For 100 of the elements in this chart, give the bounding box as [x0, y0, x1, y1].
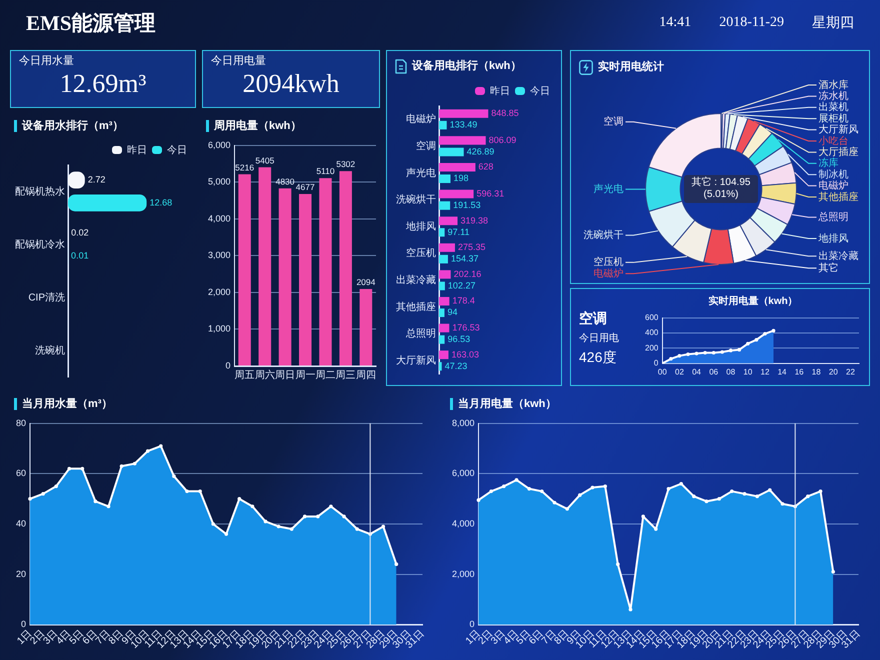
data-label: 198 [453, 173, 469, 184]
x-tick-label: 周二 [315, 370, 336, 381]
legend-label: 昨日 [127, 144, 147, 156]
y-tick-label: 声光电 [406, 166, 436, 179]
chart-title: 当月用水量（m³） [22, 398, 112, 410]
x-tick-label: 06 [709, 367, 719, 376]
slice-label: 声光电 [594, 182, 624, 195]
x-tick-label: 12 [760, 367, 770, 376]
x-tick-label: 周四 [356, 370, 376, 381]
y-tick-label: 400 [644, 328, 659, 338]
data-label: 0.02 [71, 228, 89, 238]
x-tick-label: 02 [674, 367, 684, 376]
data-label: 628 [478, 162, 494, 172]
y-tick-label: 2,000 [452, 568, 475, 579]
y-tick-label: 4,000 [208, 213, 231, 224]
data-label: 47.23 [444, 360, 468, 371]
y-tick-label: 1,000 [208, 324, 231, 334]
legend-label: 昨日 [490, 84, 510, 97]
legend-label: 今日 [167, 144, 187, 156]
data-label: 848.85 [491, 108, 519, 118]
x-tick-label: 00 [658, 367, 668, 376]
slice-label: 其他插座 [818, 190, 858, 203]
chart-title: 当月用电量（kwh） [458, 398, 556, 410]
data-label: 96.53 [448, 334, 470, 344]
chart-title: 实时用电量（kwh） [708, 294, 798, 308]
x-tick-label: 16 [794, 367, 804, 376]
y-tick-label: 20 [16, 568, 26, 579]
y-tick-label: 3,000 [208, 250, 231, 260]
text: 其它 : 104.95 (5.01%) [684, 177, 758, 201]
data-label: 94 [447, 307, 458, 318]
y-tick-label: 洗碗机 [35, 344, 65, 356]
y-tick-label: 600 [644, 313, 659, 322]
data-label: 5216 [235, 162, 254, 172]
chart-title: 设备用水排行（m³） [22, 120, 124, 132]
x-tick-label: 18 [812, 367, 822, 376]
y-tick-label: 200 [644, 343, 659, 352]
chart-title: 周用电量（kwh） [214, 120, 302, 132]
y-tick-label: 0 [654, 358, 659, 368]
slice-label: 出菜冷藏 [818, 250, 858, 262]
x-tick-label: 周六 [254, 368, 275, 381]
x-tick-label: 周一 [295, 370, 316, 381]
data-label: 176.53 [452, 322, 480, 333]
y-tick-label: 4,000 [452, 518, 475, 528]
y-tick-label: 0 [470, 619, 475, 630]
x-tick-label: 10 [743, 367, 753, 376]
chart-title: 设备用电排行（kwh） [412, 60, 522, 72]
slice-label: 冻水机 [818, 90, 848, 102]
data-label: 102.27 [448, 280, 476, 290]
data-label: 4677 [296, 182, 315, 192]
x-tick-label: 20 [828, 367, 838, 376]
y-tick-label: 配锅机热水 [15, 185, 65, 198]
text: 今日用电 [579, 332, 619, 344]
data-label: 163.03 [451, 349, 479, 360]
text: 今日用电量 [211, 54, 266, 68]
data-label: 596.31 [476, 188, 504, 199]
legend-label: 今日 [530, 84, 550, 97]
data-label: 202.16 [454, 268, 482, 279]
slice-label: 大厅插座 [818, 146, 858, 158]
x-tick-label: 周三 [336, 370, 356, 381]
text: 2018-11-29 [719, 15, 784, 31]
text: 426度 [579, 348, 616, 365]
y-tick-label: 地排风 [405, 220, 436, 232]
slice-label: 其它 [818, 262, 838, 274]
y-tick-label: 电磁炉 [406, 113, 436, 126]
y-tick-label: 空调 [416, 140, 436, 152]
slice-label: 洗碗烘干 [584, 228, 624, 241]
x-tick-label: 04 [692, 367, 702, 376]
chart-title: 实时用电统计 [598, 60, 664, 74]
data-label: 2.72 [88, 174, 106, 185]
y-tick-label: 5,000 [208, 176, 231, 187]
y-tick-label: 出菜冷藏 [396, 274, 436, 286]
y-tick-label: 0 [226, 360, 231, 370]
data-label: 133.49 [450, 120, 478, 130]
slice-label: 总照明 [818, 211, 848, 224]
y-tick-label: 6,000 [208, 140, 231, 150]
y-tick-label: 40 [16, 518, 26, 528]
y-tick-label: 60 [16, 468, 26, 478]
y-tick-label: 2,000 [208, 286, 231, 297]
y-tick-label: 80 [16, 418, 26, 428]
x-tick-label: 周五 [234, 370, 255, 381]
data-label: 5302 [336, 159, 356, 170]
y-tick-label: 其他插座 [396, 300, 436, 313]
data-label: 0.01 [71, 250, 89, 260]
x-tick-label: 14 [778, 367, 788, 376]
slice-label: 大厅新风 [818, 124, 858, 136]
data-label: 154.37 [450, 254, 478, 264]
data-label: 426.89 [466, 146, 494, 156]
slice-label: 地排风 [818, 232, 848, 244]
slice-label: 电磁炉 [594, 267, 624, 280]
text: 2094kwh [242, 68, 340, 100]
slice-label: 空压机 [594, 256, 624, 268]
slice-label: 酒水库 [818, 78, 848, 91]
slice-label: 空调 [604, 116, 624, 128]
data-label: 275.35 [458, 242, 486, 252]
data-label: 5110 [316, 166, 335, 176]
y-tick-label: 洗碗烘干 [396, 194, 436, 206]
text: EMS能源管理 [26, 10, 156, 37]
data-label: 97.11 [448, 226, 470, 237]
data-label: 12.68 [150, 197, 172, 208]
x-tick-label: 22 [846, 367, 856, 376]
